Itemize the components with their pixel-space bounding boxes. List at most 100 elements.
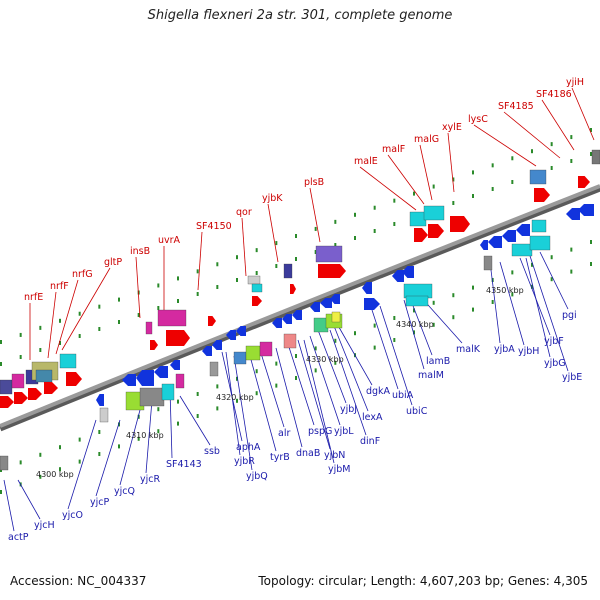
track-dot <box>491 278 494 282</box>
track-dot <box>196 269 199 274</box>
gene-label-dgkA: dgkA <box>366 386 391 397</box>
track-dot <box>354 331 356 336</box>
track-dot <box>137 313 140 317</box>
leader-line-yjcP <box>95 419 121 497</box>
track-dot <box>255 248 258 253</box>
track-dot <box>78 437 81 442</box>
track-dot <box>511 180 514 184</box>
track-dot <box>59 467 61 472</box>
track-dot <box>19 355 22 359</box>
gene-reverse-arrow <box>122 374 136 386</box>
track-dot <box>98 430 101 434</box>
gene-feature-box <box>99 407 109 423</box>
leader-line-lexA <box>333 325 369 412</box>
leader-line-lamB <box>409 297 433 356</box>
gene-label-ubiA: ubiA <box>392 390 414 401</box>
track-dot <box>216 406 219 411</box>
gene-label-yjcR: yjcR <box>140 474 160 485</box>
gene-reverse-arrow <box>320 298 332 308</box>
track-dot <box>373 345 376 350</box>
gene-feature-box <box>315 245 343 263</box>
track-dot <box>452 177 455 182</box>
track-dot <box>177 399 179 404</box>
track-dot <box>137 414 140 419</box>
track-dot <box>196 414 199 418</box>
gene-forward-arrow <box>66 372 82 386</box>
gene-feature-box <box>161 383 175 401</box>
track-dot <box>177 421 179 426</box>
track-dot <box>472 170 474 175</box>
gene-label-qor: qor <box>236 207 252 218</box>
label-leaders <box>3 87 595 532</box>
gene-feature-box <box>409 211 427 227</box>
gene-reverse-arrow <box>516 224 530 236</box>
gene-label-yjbM: yjbM <box>328 464 351 475</box>
gene-label-insB: insB <box>130 246 150 257</box>
track-dot <box>472 285 474 290</box>
gene-reverse-arrow <box>170 360 180 370</box>
leader-line-yjcR <box>145 399 153 474</box>
leader-line-malM <box>403 299 425 370</box>
track-dot <box>452 293 455 298</box>
scale-label: 4320 kbp <box>216 393 254 402</box>
track-dot <box>0 340 2 344</box>
track-dot <box>59 341 61 345</box>
track-dot <box>550 255 553 260</box>
gene-forward-arrow <box>364 298 380 310</box>
gene-forward-arrow <box>28 388 42 400</box>
track-dot <box>314 226 317 231</box>
gene-label-yjbE: yjbE <box>562 372 582 383</box>
scale-label: 4340 kbp <box>396 320 434 329</box>
leader-line-ssb <box>179 395 211 446</box>
gene-label-yjbG: yjbG <box>544 358 566 369</box>
track-dot <box>550 166 553 170</box>
track-dot <box>413 308 415 313</box>
track-dot <box>491 187 494 191</box>
track-dot <box>295 376 297 380</box>
gene-label-malK: malK <box>456 344 481 355</box>
track-dot <box>118 444 120 449</box>
track-dot <box>314 250 317 254</box>
track-dot <box>236 398 238 403</box>
track-dot <box>216 262 219 267</box>
gene-forward-arrow <box>0 396 14 408</box>
leader-line-yjbG <box>525 257 551 358</box>
scale-labels: 4300 kbp 4310 kbp 4320 kbp 4330 kbp 4340 kbp… <box>36 286 524 479</box>
leader-line-malE <box>359 166 417 211</box>
leader-line-yjiH <box>571 87 595 141</box>
track-dot <box>98 452 101 456</box>
gene-label-SF4185: SF4185 <box>498 101 534 112</box>
gene-label-yjbJ: yjbJ <box>340 404 357 415</box>
gene-feature-box <box>283 333 297 349</box>
gene-reverse-arrow <box>226 330 236 340</box>
track-dot <box>157 407 160 412</box>
gene-feature-box <box>59 353 77 369</box>
leader-line-yjcO <box>67 419 97 510</box>
gene-label-malM: malM <box>418 370 444 381</box>
gene-label-SF4143: SF4143 <box>166 459 202 470</box>
track-dot <box>98 327 101 331</box>
gene-label-nrfE: nrfE <box>24 292 43 303</box>
gene-feature-box <box>511 243 533 257</box>
track-dot <box>432 184 435 189</box>
track-dot <box>275 361 278 366</box>
track-dot <box>373 205 376 210</box>
gene-feature-box <box>405 295 429 307</box>
leader-line-yjbQ <box>233 355 253 471</box>
gene-forward-arrow <box>14 392 28 404</box>
gene-feature-box <box>175 373 185 389</box>
gene-forward-arrow <box>318 264 346 278</box>
track-dot <box>511 156 514 161</box>
gene-reverse-arrow <box>154 366 168 378</box>
leader-line-yjcH <box>17 479 41 520</box>
gene-reverse-arrow <box>402 266 414 278</box>
track-dot <box>511 270 514 275</box>
leader-line-pspG <box>287 343 315 426</box>
gene-reverse-arrow <box>310 302 320 312</box>
track-dot <box>531 149 533 154</box>
gene-label-pgi: pgi <box>562 310 577 321</box>
gene-label-yjcH: yjcH <box>34 520 55 531</box>
gene-reverse-arrow <box>96 394 104 406</box>
genome-summary-text: Topology: circular; Length: 4,607,203 bp… <box>258 574 588 588</box>
